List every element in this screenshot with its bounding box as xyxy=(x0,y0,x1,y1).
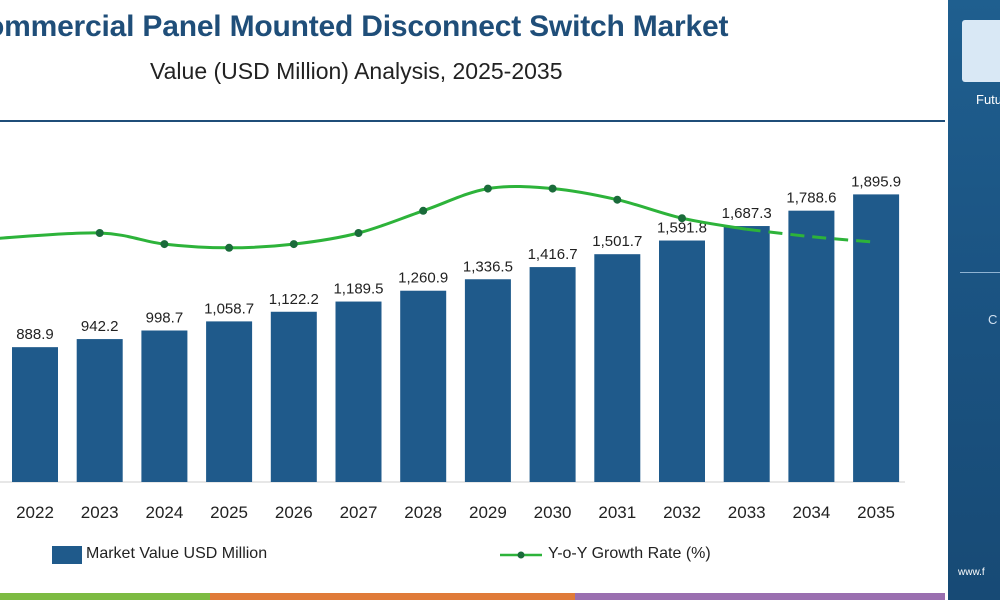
bar xyxy=(659,240,705,482)
growth-rate-point xyxy=(160,240,169,249)
growth-rate-point xyxy=(678,214,686,223)
side-brand-panel: Futu C www.f xyxy=(948,0,1000,600)
x-tick-label: 2034 xyxy=(792,503,830,522)
bar xyxy=(594,254,641,482)
bar-value-label: 1,501.7 xyxy=(592,233,642,250)
bar-value-label: 1,591.8 xyxy=(657,220,707,237)
bar-value-label: 998.7 xyxy=(146,309,184,326)
bar xyxy=(141,330,188,482)
growth-rate-point xyxy=(95,229,104,237)
bar xyxy=(206,321,253,482)
bar xyxy=(464,279,511,482)
bar-value-label: 1,895.9 xyxy=(851,173,901,190)
bar-value-label: 1,687.3 xyxy=(722,205,772,222)
growth-rate-point xyxy=(354,229,363,237)
x-tick-label: 2028 xyxy=(404,503,442,522)
logo-icon xyxy=(962,20,1000,82)
bar-value-label: 1,788.6 xyxy=(786,190,836,207)
chart-subtitle: Value (USD Million) Analysis, 2025-2035 xyxy=(150,58,563,84)
growth-rate-line-forecast xyxy=(746,227,877,244)
bar xyxy=(529,267,576,482)
x-tick-label: 2024 xyxy=(145,503,183,522)
bar xyxy=(853,194,900,482)
growth-rate-point xyxy=(289,240,298,249)
growth-rate-point xyxy=(548,184,557,193)
stripe-orange xyxy=(210,593,575,600)
chart-title: ommercial Panel Mounted Disconnect Switc… xyxy=(0,10,729,43)
website-link[interactable]: www.f xyxy=(958,567,985,578)
bar xyxy=(400,290,447,482)
x-tick-label: 2023 xyxy=(81,503,119,522)
legend-line-label: Y-o-Y Growth Rate (%) xyxy=(548,545,711,562)
bar-value-label: 888.9 xyxy=(16,326,54,343)
side-letter: C xyxy=(988,312,998,327)
growth-rate-point xyxy=(483,184,492,193)
brand-text: Futu xyxy=(976,92,1000,107)
bottom-color-stripe xyxy=(0,593,945,600)
bar xyxy=(335,301,382,482)
x-tick-label: 2029 xyxy=(469,503,507,522)
bar-value-label: 1,260.9 xyxy=(398,270,448,287)
x-tick-label: 2032 xyxy=(663,503,701,522)
growth-rate-point xyxy=(613,195,622,204)
bar xyxy=(12,347,58,482)
x-tick-label: 2033 xyxy=(728,503,766,522)
bar xyxy=(76,339,123,482)
x-tick-label: 2022 xyxy=(16,503,54,522)
x-tick-label: 2030 xyxy=(534,503,572,522)
growth-rate-point xyxy=(225,243,234,252)
bar-value-label: 942.2 xyxy=(81,318,119,335)
x-tick-label: 2026 xyxy=(275,503,313,522)
legend-bar-swatch xyxy=(52,546,82,564)
bar-value-label: 1,122.2 xyxy=(269,291,319,308)
bar xyxy=(723,226,770,482)
bar-value-label: 1,416.7 xyxy=(528,246,578,263)
legend-line-swatch xyxy=(500,551,542,559)
legend-bar-label: Market Value USD Million xyxy=(86,545,268,562)
x-tick-label: 2035 xyxy=(857,503,895,522)
x-tick-label: 2027 xyxy=(340,503,378,522)
stripe-purple xyxy=(575,593,945,600)
bar-value-label: 1,058.7 xyxy=(204,300,254,317)
bar-value-label: 1,336.5 xyxy=(463,258,513,275)
chart-plot-area: 888.9 2022 942.2 2023 998.7 2024 1,058.7 2025 1,… xyxy=(0,173,905,522)
bar xyxy=(788,210,835,482)
bar-value-label: 1,189.5 xyxy=(333,281,383,298)
x-tick-label: 2031 xyxy=(598,503,636,522)
stripe-green xyxy=(0,593,210,600)
x-tick-label: 2025 xyxy=(210,503,248,522)
side-divider xyxy=(960,272,1000,273)
header-divider xyxy=(0,120,945,122)
growth-rate-point xyxy=(419,206,428,215)
bar xyxy=(270,311,317,482)
